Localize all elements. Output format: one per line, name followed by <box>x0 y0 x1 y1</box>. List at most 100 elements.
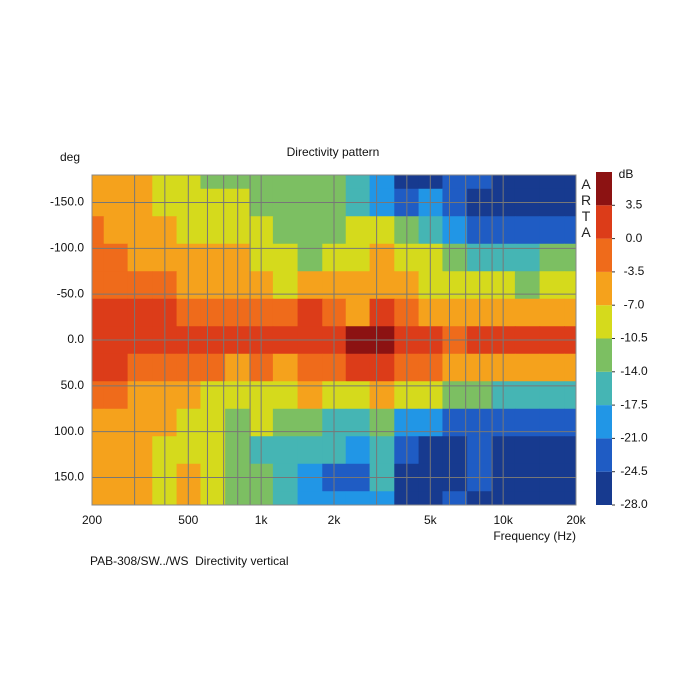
y-tick-label: 100.0 <box>54 424 84 438</box>
x-tick-label: 500 <box>178 513 198 527</box>
heatmap-cell <box>297 436 323 465</box>
heatmap-cell <box>297 216 323 245</box>
y-tick-label: -150.0 <box>50 195 84 209</box>
heatmap-cell <box>345 298 371 327</box>
heatmap-cell <box>564 216 577 245</box>
heatmap-cell <box>442 436 468 465</box>
colorbar-band <box>596 305 612 339</box>
heatmap-cell <box>297 353 323 382</box>
colorbar-band <box>596 205 612 239</box>
colorbar-band <box>596 338 612 372</box>
x-tick-label: 1k <box>255 513 269 527</box>
heatmap-cell <box>103 175 129 190</box>
colorbar-band <box>596 271 612 306</box>
heatmap-cell <box>514 175 541 190</box>
heatmap-cell <box>564 353 577 382</box>
heatmap-cell <box>92 353 105 382</box>
heatmap-cell <box>345 175 371 190</box>
y-axis-label: deg <box>60 150 80 164</box>
heatmap-cell <box>539 436 565 465</box>
heatmap-cell <box>103 436 129 465</box>
heatmap-cell <box>127 216 153 245</box>
heatmap-cell <box>539 271 565 300</box>
heatmap-cell <box>564 298 577 327</box>
colorbar-tick-label: -24.5 <box>620 464 648 478</box>
colorbar-tick-label: 0.0 <box>626 231 643 245</box>
heatmap-cell <box>539 491 565 506</box>
heatmap-cell <box>272 353 299 382</box>
heatmap-cell <box>564 408 577 437</box>
heatmap-cell <box>200 216 226 245</box>
heatmap-cell <box>442 353 468 382</box>
x-tick-label: 2k <box>328 513 342 527</box>
heatmap-cell <box>272 175 299 190</box>
y-tick-label: 0.0 <box>67 332 84 346</box>
y-tick-label: -100.0 <box>50 241 84 255</box>
heatmap-cell <box>127 353 153 382</box>
heatmap-cell <box>442 298 468 327</box>
heatmap-cell <box>92 436 105 465</box>
heatmap-cell <box>127 491 153 506</box>
colorbar-band <box>596 438 612 472</box>
heatmap-cell <box>442 175 468 190</box>
heatmap-cell <box>564 436 577 465</box>
heatmap-cell <box>539 298 565 327</box>
heatmap-cell <box>92 298 105 327</box>
grid <box>91 174 577 506</box>
heatmap-cell <box>369 408 395 437</box>
heatmap-cell <box>345 436 371 465</box>
heatmap-cell <box>272 436 299 465</box>
heatmap-cell <box>272 216 299 245</box>
heatmap-cell <box>200 271 226 300</box>
heatmap-cell <box>92 216 105 245</box>
x-tick-label: 20k <box>566 513 586 527</box>
heatmap-cell <box>92 243 105 272</box>
heatmap-cell <box>564 175 577 190</box>
heatmap-cell <box>200 175 226 190</box>
chart-title: Directivity pattern <box>287 145 380 159</box>
heatmap-cell <box>92 491 105 506</box>
heatmap-cell <box>369 271 395 300</box>
heatmap-cell <box>200 491 226 506</box>
heatmap-cell <box>514 408 541 437</box>
heatmap-cell <box>442 408 468 437</box>
heatmap-cell <box>92 175 105 190</box>
heatmap-cell <box>369 175 395 190</box>
colorbar-title: dB <box>619 167 634 181</box>
colorbar-band <box>596 405 612 439</box>
heatmap-cell <box>103 271 129 300</box>
colorbar-tick-label: -28.0 <box>620 497 648 511</box>
heatmap-cell <box>345 408 371 437</box>
heatmap-cell <box>539 353 565 382</box>
watermark: ARTA <box>578 176 594 240</box>
x-tick-label: 10k <box>493 513 513 527</box>
colorbar-band <box>596 238 612 272</box>
heatmap-cell <box>369 436 395 465</box>
heatmap-cell <box>442 271 468 300</box>
heatmap-cell <box>127 436 153 465</box>
x-tick-label: 5k <box>424 513 438 527</box>
heatmap-cell <box>200 436 226 465</box>
footer: PAB-308/SW../WS Directivity vertical <box>90 554 289 568</box>
heatmap-cell <box>297 175 323 190</box>
heatmap-cell <box>272 298 299 327</box>
heatmap-cell <box>127 175 153 190</box>
colorbar-band <box>596 471 612 505</box>
y-tick-label: -50.0 <box>57 286 85 300</box>
heatmap-cell <box>92 271 105 300</box>
heatmap-cell <box>103 298 129 327</box>
heatmap-cell <box>539 216 565 245</box>
heatmap-cell <box>103 353 129 382</box>
heatmap-cell <box>92 381 105 410</box>
heatmap-cell <box>345 353 371 382</box>
colorbar-tick-label: 3.5 <box>626 197 643 211</box>
heatmap-cell <box>369 491 395 506</box>
heatmap-cell <box>127 298 153 327</box>
heatmap-cell <box>297 298 323 327</box>
heatmap-cell <box>272 271 299 300</box>
heatmap-cell <box>369 216 395 245</box>
colorbar-band <box>596 172 612 206</box>
heatmap-cell <box>442 216 468 245</box>
heatmap-cell <box>200 408 226 437</box>
